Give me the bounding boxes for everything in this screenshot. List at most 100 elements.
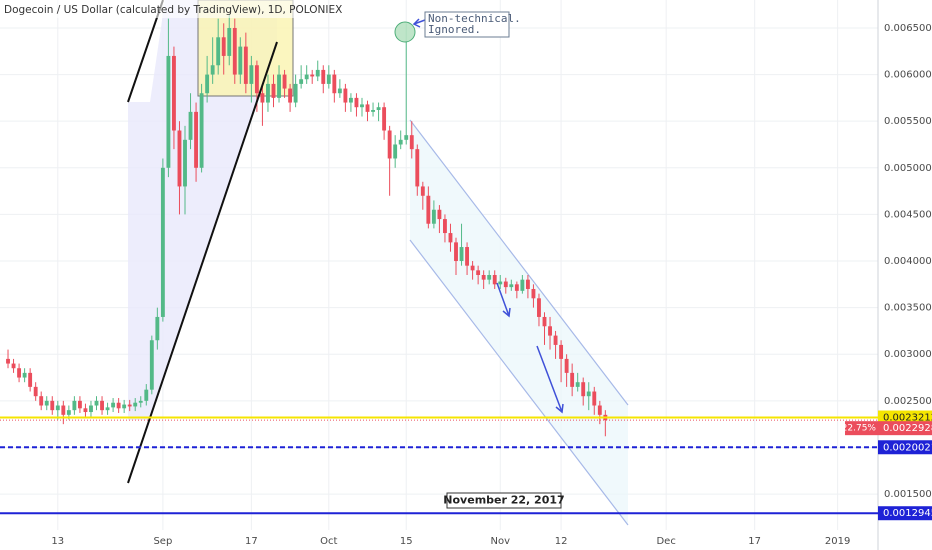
candle-body bbox=[227, 27, 232, 56]
candle-body bbox=[503, 281, 508, 288]
candle-body bbox=[592, 391, 597, 406]
candle-body bbox=[465, 247, 470, 266]
range-shade bbox=[128, 102, 150, 420]
trend-line bbox=[127, 41, 278, 484]
candle-body bbox=[393, 144, 398, 159]
candle-body bbox=[249, 65, 254, 84]
candle-body bbox=[271, 83, 276, 98]
candle-body bbox=[337, 88, 342, 94]
candle-body bbox=[44, 400, 49, 406]
change-bg bbox=[845, 421, 878, 436]
y-tick-label: 0.00450000 bbox=[884, 209, 932, 220]
x-tick-label: 2019 bbox=[825, 536, 850, 547]
callout-text: Ignored. bbox=[428, 23, 481, 36]
candle-body bbox=[216, 37, 221, 66]
candle-body bbox=[133, 402, 138, 407]
candle-body bbox=[332, 74, 337, 94]
candle-body bbox=[149, 340, 154, 390]
candle-body bbox=[581, 382, 586, 397]
candle-body bbox=[122, 404, 127, 409]
candle-body bbox=[498, 281, 503, 285]
level-label-bg bbox=[878, 410, 932, 425]
chart-title: Dogecoin / US Dollar (calculated by Trad… bbox=[4, 4, 342, 16]
x-tick-label: 17 bbox=[748, 536, 761, 547]
candle-body bbox=[492, 275, 497, 285]
candle-body bbox=[144, 389, 149, 401]
candle-body bbox=[343, 88, 348, 103]
x-tick-label: Nov bbox=[490, 536, 510, 547]
candle-body bbox=[155, 316, 160, 341]
candle-body bbox=[415, 149, 420, 187]
candle-body bbox=[55, 405, 60, 411]
candle-body bbox=[537, 298, 541, 317]
candle-body bbox=[177, 130, 182, 187]
candle-body bbox=[454, 242, 458, 262]
callout-box bbox=[424, 11, 510, 38]
candle-body bbox=[531, 288, 536, 299]
x-tick-label: 12 bbox=[555, 536, 568, 547]
candle-body bbox=[266, 83, 270, 103]
candle-body bbox=[509, 284, 514, 288]
candle-body bbox=[326, 74, 331, 84]
change-label: -22.75% bbox=[838, 424, 876, 434]
candle-body bbox=[111, 402, 116, 408]
last-price-label: 0.00229283 bbox=[883, 423, 932, 434]
candle-body bbox=[105, 407, 110, 411]
candle-body bbox=[586, 391, 591, 397]
y-tick-label: 0.00600000 bbox=[884, 70, 932, 81]
x-tick-label: 17 bbox=[245, 536, 258, 547]
candle-body bbox=[188, 111, 193, 140]
candle-body bbox=[548, 326, 552, 336]
candle-body bbox=[387, 130, 392, 159]
candle-body bbox=[205, 74, 210, 94]
candle-body bbox=[138, 400, 143, 403]
trend-shade bbox=[150, 0, 277, 420]
candle-body bbox=[420, 186, 425, 196]
candle-body bbox=[127, 404, 132, 407]
candle-body bbox=[459, 247, 464, 262]
candle-body bbox=[299, 79, 304, 84]
candle-body bbox=[116, 402, 121, 409]
candle-body bbox=[348, 97, 353, 103]
candle-body bbox=[28, 372, 33, 387]
candle-body bbox=[559, 344, 564, 359]
candle-body bbox=[232, 27, 237, 75]
candle-body bbox=[17, 368, 22, 378]
candle-body bbox=[437, 209, 442, 220]
candle-body bbox=[293, 83, 298, 103]
y-tick-label: 0.00350000 bbox=[884, 303, 932, 314]
candle-body bbox=[553, 335, 558, 345]
date-note: November 22, 2017 bbox=[443, 494, 564, 507]
candle-body bbox=[570, 372, 575, 387]
callout-text: Non-technical. bbox=[428, 12, 521, 25]
candle-body bbox=[597, 405, 602, 415]
candle-body bbox=[66, 410, 71, 415]
candle-body bbox=[354, 97, 359, 108]
y-tick-label: 0.00650000 bbox=[884, 23, 932, 34]
candle-body bbox=[238, 46, 243, 75]
candle-body bbox=[310, 74, 315, 77]
candle-body bbox=[83, 408, 88, 413]
candle-body bbox=[564, 358, 569, 373]
candle-body bbox=[199, 93, 204, 168]
title-bg bbox=[0, 0, 300, 18]
candle-body bbox=[61, 405, 66, 415]
candle-body bbox=[72, 400, 77, 411]
y-tick-label: 0.00400000 bbox=[884, 256, 932, 267]
candle-body bbox=[254, 65, 259, 94]
candle-body bbox=[365, 104, 370, 112]
candle-body bbox=[94, 400, 99, 406]
candle-body bbox=[520, 279, 525, 291]
x-tick-label: Sep bbox=[153, 536, 172, 547]
candle-body bbox=[172, 55, 176, 131]
candle-body bbox=[221, 37, 226, 56]
candle-body bbox=[33, 386, 38, 397]
y-tick-label: 0.00500000 bbox=[884, 163, 932, 174]
channel-line bbox=[409, 119, 629, 406]
candle-body bbox=[398, 139, 403, 145]
candle-body bbox=[183, 139, 187, 187]
x-tick-label: Dec bbox=[656, 536, 675, 547]
candle-body bbox=[376, 107, 381, 110]
candle-body bbox=[525, 279, 530, 289]
